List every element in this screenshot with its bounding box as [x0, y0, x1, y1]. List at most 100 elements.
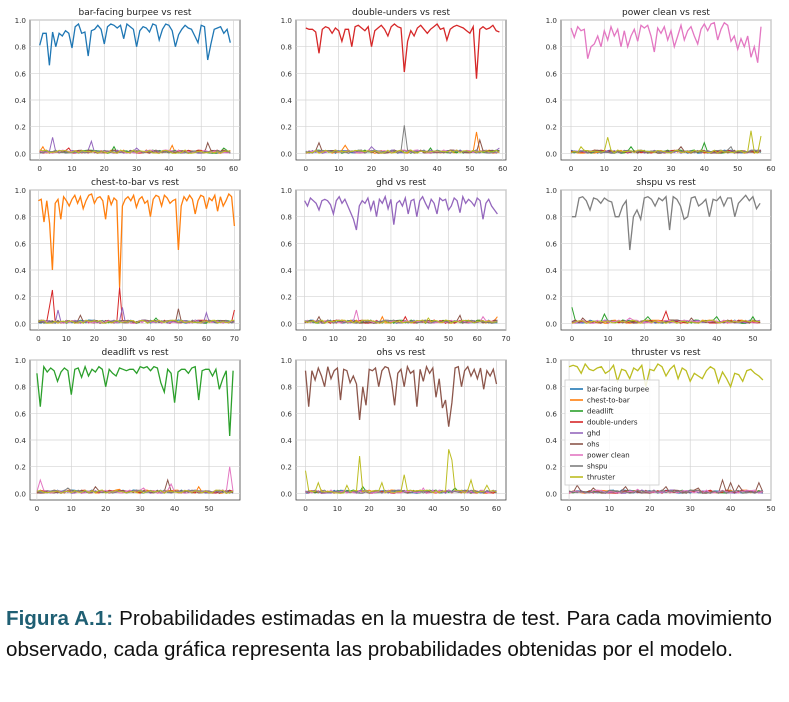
- y-tick-label: 0.4: [281, 266, 293, 275]
- series-line-thruster: [38, 319, 235, 325]
- subplot-ghd: 0.0 0.2 0.4 0.6 0.8 1.0 0 10 20 30 40 50 60 70 ghd vs …: [281, 178, 511, 343]
- y-tick-label: 0.6: [15, 409, 27, 418]
- plot-frame: [560, 189, 772, 331]
- subplot-ohs: 0.0 0.2 0.4 0.6 0.8 1.0 0 10 20 30 40 50 60 ohs vs re…: [281, 348, 507, 513]
- y-tick-label: 0.6: [546, 69, 558, 78]
- x-tick-label: 10: [67, 504, 77, 513]
- x-tick-label: 0: [304, 164, 309, 173]
- series-line-shspu: [568, 489, 764, 494]
- y-tick-label: 0.6: [281, 239, 293, 248]
- y-tick-label: 0.0: [546, 319, 558, 328]
- y-tick-label: 0.8: [281, 383, 293, 392]
- x-tick-label: 0: [570, 334, 575, 343]
- subplot-title: bar-facing burpee vs rest: [79, 8, 192, 18]
- legend-label-shspu: shspu: [587, 463, 608, 471]
- subplot-title: chest-to-bar vs rest: [91, 178, 179, 188]
- x-tick-label: 0: [569, 164, 574, 173]
- y-tick-label: 0.0: [15, 319, 27, 328]
- y-tick-label: 0.0: [15, 149, 27, 158]
- legend-label-deadlift: deadlift: [587, 408, 614, 416]
- x-tick-label: 60: [492, 504, 502, 513]
- x-tick-label: 60: [202, 334, 212, 343]
- subplot-shspu: 0.0 0.2 0.4 0.6 0.8 1.0 0 10 20 30 40 50 shspu vs re…: [546, 178, 772, 343]
- x-tick-label: 0: [302, 334, 307, 343]
- x-tick-label: 10: [600, 164, 610, 173]
- subplot-title: shspu vs rest: [636, 178, 696, 188]
- x-tick-label: 50: [733, 164, 743, 173]
- figure-grid: 0.0 0.2 0.4 0.6 0.8 1.0 0 10 20 30 40 50 60 bar-facin…: [15, 8, 776, 513]
- y-tick-label: 0.2: [546, 123, 557, 132]
- x-tick-label: 50: [748, 334, 758, 343]
- figure-caption: Figura A.1: Probabilidades estimadas en …: [6, 603, 772, 665]
- y-tick-label: 1.0: [546, 186, 558, 195]
- x-tick-label: 40: [146, 334, 156, 343]
- y-tick-label: 0.8: [546, 213, 558, 222]
- plot-frame: [29, 19, 241, 161]
- subplot-power-clean: 0.0 0.2 0.4 0.6 0.8 1.0 0 10 20 30 40 50 60 power cle…: [546, 8, 776, 173]
- x-tick-label: 10: [605, 504, 615, 513]
- y-tick-label: 0.4: [15, 436, 27, 445]
- series-line-thruster: [570, 130, 762, 154]
- caption-label: Figura A.1:: [6, 607, 114, 630]
- legend: bar-facing burpee chest-to-bar deadlift dou…: [564, 379, 660, 486]
- legend-label-bar-facing-burpee: bar-facing burpee: [587, 386, 649, 394]
- y-tick-label: 0.8: [281, 43, 293, 52]
- series-line-thruster: [36, 489, 234, 494]
- x-tick-label: 10: [67, 164, 77, 173]
- legend-label-ghd: ghd: [587, 430, 600, 438]
- plot-frame: [29, 189, 241, 331]
- series-line-ohs: [304, 364, 498, 427]
- x-tick-label: 40: [164, 164, 174, 173]
- y-tick-label: 0.2: [281, 463, 292, 472]
- series-line-power-clean: [305, 487, 497, 494]
- plot-frame: [295, 19, 507, 161]
- x-tick-label: 10: [333, 504, 343, 513]
- plot-frame: [29, 359, 241, 501]
- y-tick-label: 0.6: [546, 409, 558, 418]
- y-tick-label: 1.0: [15, 356, 27, 365]
- series-line-ghd: [304, 194, 498, 231]
- x-tick-label: 50: [204, 504, 214, 513]
- x-tick-label: 20: [90, 334, 100, 343]
- x-tick-label: 30: [676, 334, 686, 343]
- subplot-deadlift: 0.0 0.2 0.4 0.6 0.8 1.0 0 10 20 30 40 50 deadlift vs…: [15, 348, 241, 513]
- x-tick-label: 30: [118, 334, 128, 343]
- subplot-chest-to-bar: 0.0 0.2 0.4 0.6 0.8 1.0 0 10 20 30 40 50 60 70 chest-t…: [15, 178, 241, 343]
- x-tick-label: 50: [444, 334, 454, 343]
- x-tick-label: 30: [386, 334, 396, 343]
- x-tick-label: 40: [712, 334, 722, 343]
- y-tick-label: 0.2: [546, 463, 557, 472]
- x-tick-label: 30: [686, 504, 696, 513]
- x-tick-label: 60: [473, 334, 483, 343]
- legend-label-thruster: thruster: [587, 474, 615, 482]
- series-line-power-clean: [568, 488, 764, 494]
- x-tick-label: 40: [700, 164, 710, 173]
- subplot-title: ghd vs rest: [376, 178, 427, 188]
- x-tick-label: 60: [498, 164, 508, 173]
- x-tick-label: 0: [303, 504, 308, 513]
- y-tick-label: 1.0: [546, 356, 558, 365]
- x-tick-label: 20: [365, 504, 375, 513]
- y-tick-label: 1.0: [281, 16, 293, 25]
- series-line-thruster: [304, 317, 498, 324]
- subplot-thruster: 0.0 0.2 0.4 0.6 0.8 1.0 0 10 20 30 40 50 thruster vs…: [546, 348, 776, 513]
- x-tick-label: 0: [567, 504, 572, 513]
- y-tick-label: 0.8: [15, 213, 27, 222]
- subplot-title: power clean vs rest: [622, 8, 710, 18]
- x-tick-label: 50: [766, 504, 776, 513]
- x-tick-label: 70: [230, 334, 240, 343]
- series-line-deadlift: [36, 364, 234, 437]
- x-tick-label: 20: [358, 334, 368, 343]
- subplot-title: thruster vs rest: [631, 348, 701, 358]
- series-line-ghd: [39, 137, 231, 154]
- x-tick-label: 60: [766, 164, 776, 173]
- x-tick-label: 30: [136, 504, 146, 513]
- x-tick-label: 20: [101, 504, 111, 513]
- x-tick-label: 40: [726, 504, 736, 513]
- series-line-thruster: [39, 149, 231, 154]
- x-tick-label: 50: [465, 164, 475, 173]
- plot-frame: [560, 19, 772, 161]
- y-tick-label: 0.6: [546, 239, 558, 248]
- y-tick-label: 0.6: [15, 69, 27, 78]
- caption-text: Probabilidades estimadas en la muestra d…: [6, 607, 772, 661]
